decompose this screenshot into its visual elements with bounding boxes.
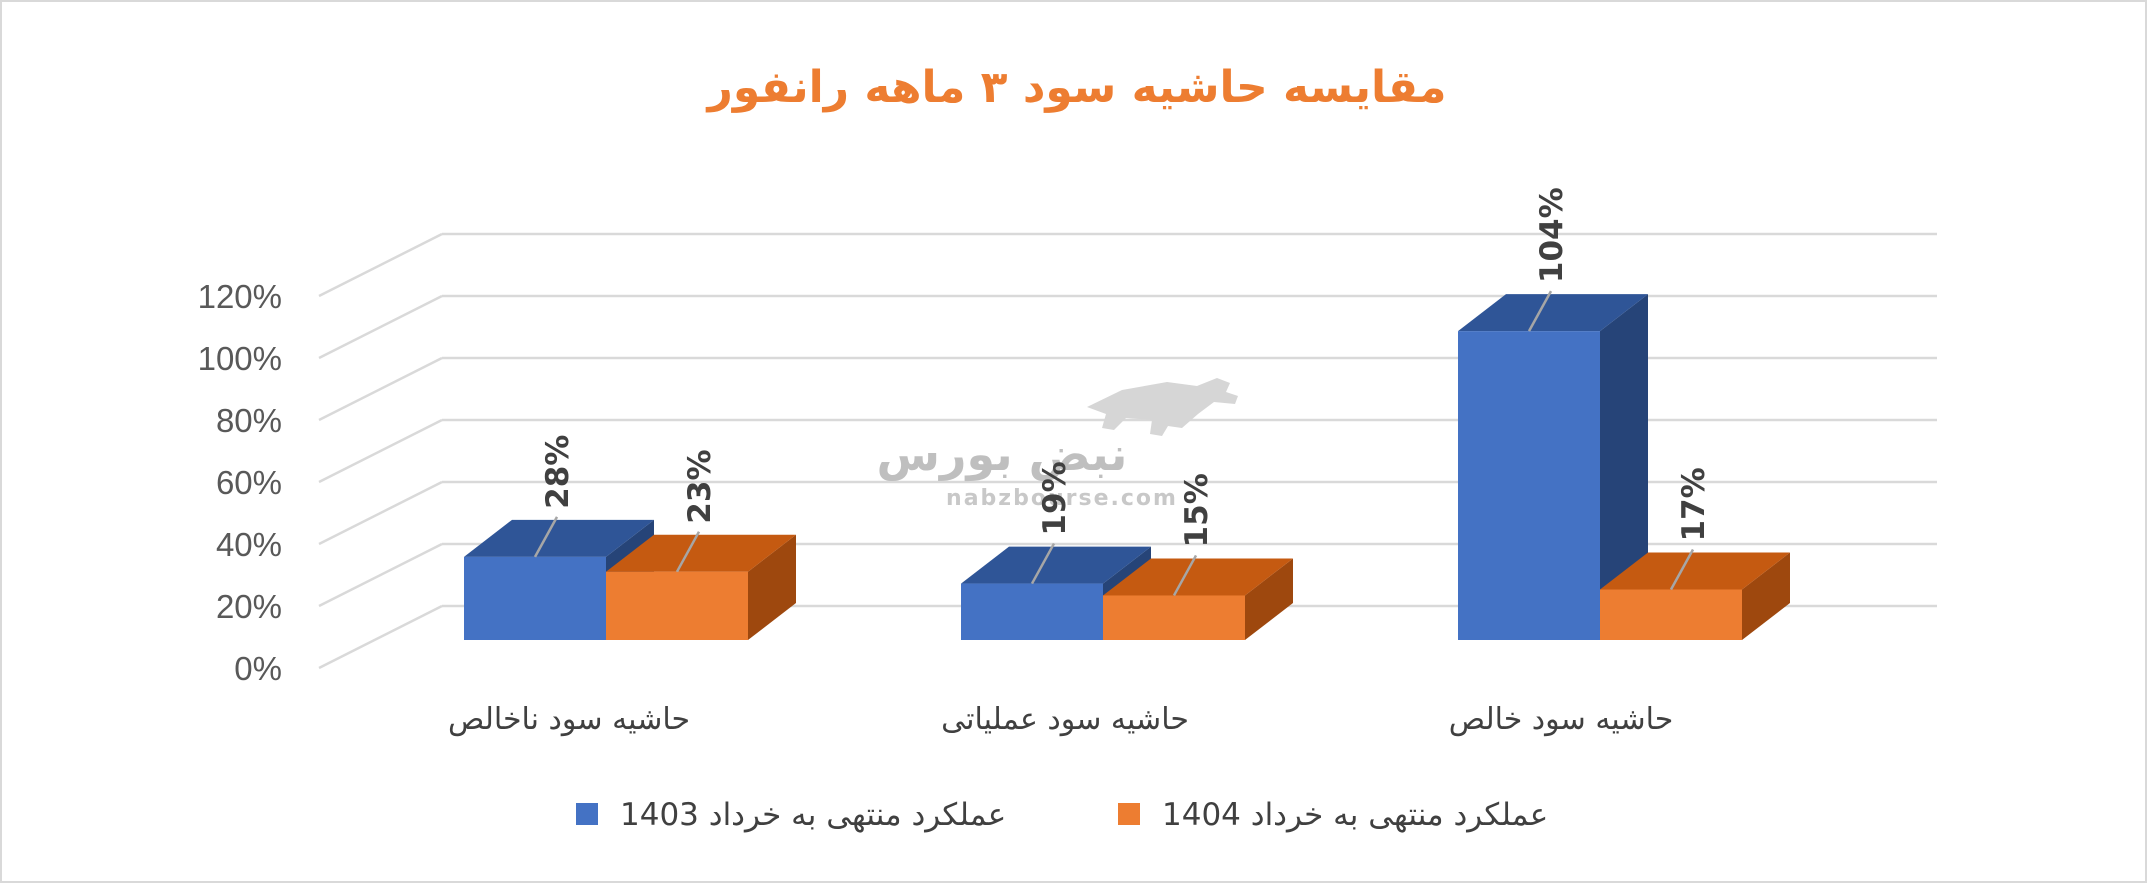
bar-top xyxy=(464,519,654,557)
bar xyxy=(464,556,606,640)
bar xyxy=(1458,331,1600,640)
data-label: 28% xyxy=(540,435,576,509)
bar-side xyxy=(1245,558,1293,640)
category-label: حاشیه سود عملیاتی xyxy=(941,702,1189,737)
data-label-leader xyxy=(1030,542,1056,585)
chart-title: مقایسه حاشیه سود ۳ ماهه رانفور xyxy=(706,62,1447,113)
data-label: 19% xyxy=(1037,461,1073,535)
bull-icon xyxy=(1087,378,1238,436)
bar-top xyxy=(1458,294,1648,332)
y-tick-label: 120% xyxy=(198,278,282,315)
data-label-leader xyxy=(1527,290,1553,332)
gridline-diagonal xyxy=(318,294,443,360)
watermark: نبض بورس nabzbourse.com xyxy=(877,378,1238,511)
data-label: 17% xyxy=(1676,467,1712,541)
legend-label: عملکرد منتهی به خرداد 1404 xyxy=(1162,797,1548,833)
y-tick-label: 100% xyxy=(198,340,282,377)
gridline-diagonal xyxy=(318,356,443,422)
category-label: حاشیه سود خالص xyxy=(1449,702,1674,737)
data-label: 104% xyxy=(1534,187,1570,283)
bar-top xyxy=(606,534,796,572)
bars xyxy=(464,294,1790,640)
gridline-diagonal xyxy=(318,232,443,298)
watermark-text: نبض بورس xyxy=(877,427,1128,481)
data-label-leader xyxy=(1669,548,1695,591)
y-tick-label: 80% xyxy=(216,402,282,439)
bar xyxy=(961,583,1103,640)
bar-top xyxy=(961,546,1151,584)
bar xyxy=(1600,589,1742,640)
legend-label: عملکرد منتهی به خرداد 1403 xyxy=(620,797,1006,833)
y-axis-ticks: 0% 20% 40% 60% 80% 100% 120% xyxy=(198,278,282,687)
bar xyxy=(606,571,748,640)
y-tick-label: 0% xyxy=(234,650,282,687)
gridline-diagonal xyxy=(318,542,443,608)
watermark-url: nabzbourse.com xyxy=(946,486,1178,511)
bar-top xyxy=(1103,558,1293,596)
legend-swatch xyxy=(576,803,598,825)
legend: عملکرد منتهی به خرداد 1404 عملکرد منتهی ب… xyxy=(576,797,1548,833)
legend-item: عملکرد منتهی به خرداد 1403 xyxy=(576,797,1006,833)
gridline-diagonal xyxy=(318,418,443,484)
x-axis-categories: حاشیه سود ناخالص حاشیه سود عملیاتی حاشیه س… xyxy=(448,702,1673,737)
data-label: 23% xyxy=(682,449,718,523)
bar-side xyxy=(748,534,796,640)
data-label: 15% xyxy=(1179,473,1215,547)
legend-swatch xyxy=(1118,803,1140,825)
y-tick-label: 60% xyxy=(216,464,282,501)
gridline-diagonal xyxy=(318,604,443,670)
bar-top xyxy=(1600,552,1790,590)
data-label-leader xyxy=(533,516,559,558)
bar-side xyxy=(1600,294,1648,640)
y-tick-label: 20% xyxy=(216,588,282,625)
data-label-leader xyxy=(1172,554,1198,597)
y-tick-label: 40% xyxy=(216,526,282,563)
bar xyxy=(1103,595,1245,640)
bar-side xyxy=(1742,552,1790,640)
data-label-leader xyxy=(675,531,701,573)
gridline-diagonal xyxy=(318,480,443,546)
legend-item: عملکرد منتهی به خرداد 1404 xyxy=(1118,797,1548,833)
category-label: حاشیه سود ناخالص xyxy=(448,702,690,737)
data-labels: 28% 23% 19% 15% 104% 17% xyxy=(533,187,1712,597)
